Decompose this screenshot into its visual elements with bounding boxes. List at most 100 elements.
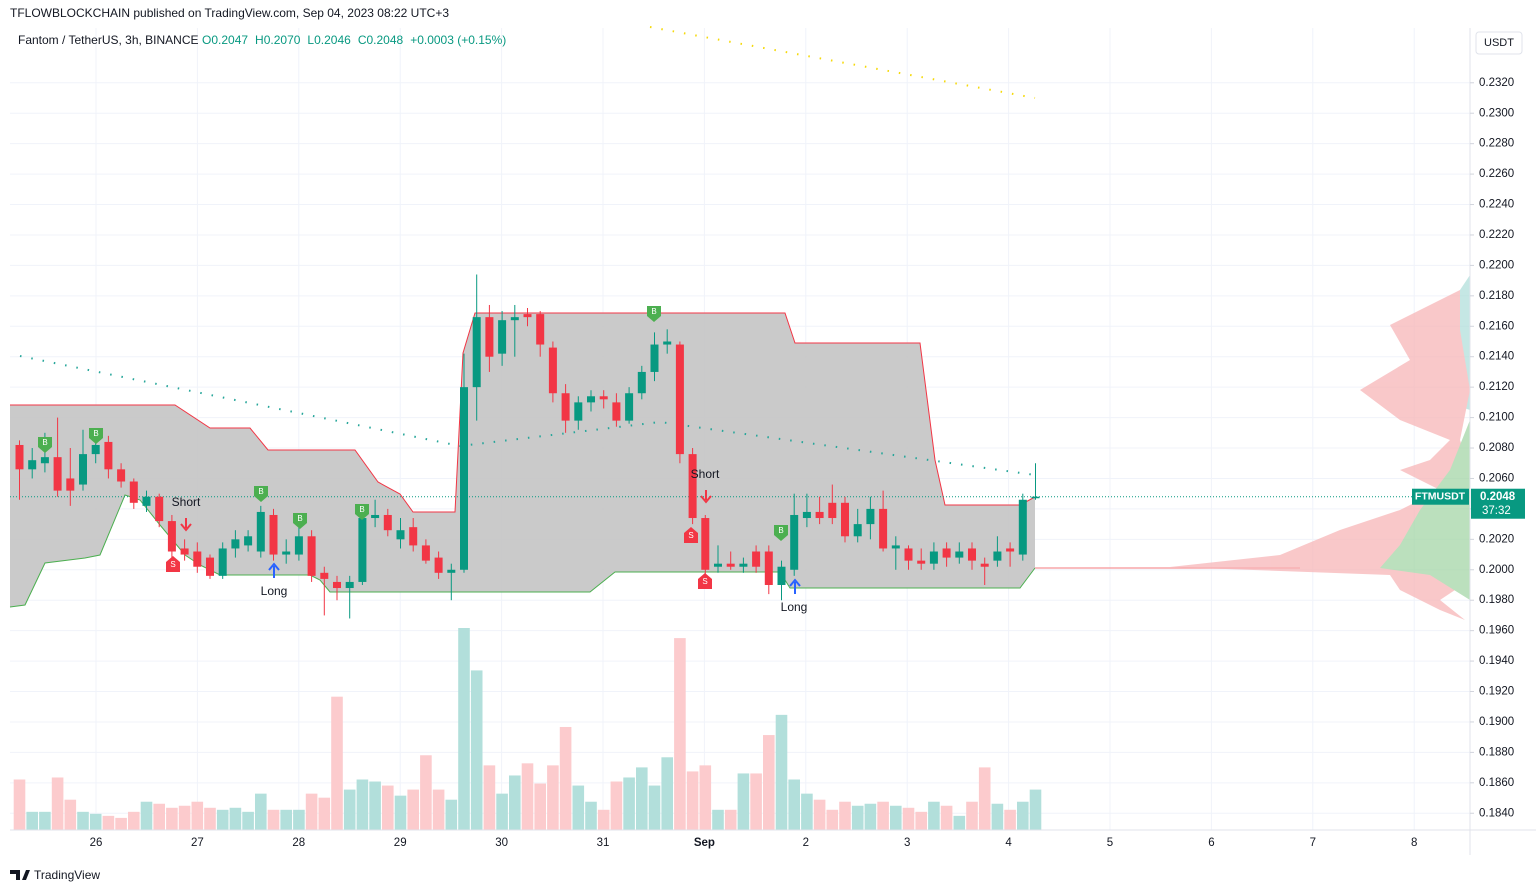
candle-body (320, 572, 329, 579)
volume-bar (369, 781, 381, 830)
candle-body (155, 496, 164, 522)
volume-bar (458, 628, 470, 830)
y-tick-label: 0.1880 (1479, 746, 1514, 758)
y-tick-label: 0.1980 (1479, 594, 1514, 606)
volume-bar (902, 807, 915, 830)
candle-body (752, 551, 761, 567)
candle-body (434, 557, 443, 573)
channel-upper (10, 312, 1036, 513)
currency-box[interactable] (1475, 31, 1523, 55)
volume-bar (915, 811, 927, 830)
volume-bar (242, 811, 254, 830)
volume-bar (610, 781, 623, 830)
volume-bar (991, 803, 1004, 830)
candle-body (498, 320, 507, 354)
candle-body (612, 402, 621, 421)
x-tick-label: 7 (1310, 837, 1316, 849)
candle-body (802, 511, 811, 519)
volume-bar (115, 817, 127, 830)
axes: 0.2320 0.2300 0.2280 0.2260 0.2240 0.2220 0.22… (90, 77, 1515, 849)
y-tick-label: 0.2020 (1479, 533, 1514, 545)
volume-bar (13, 779, 26, 830)
candle-body (294, 536, 303, 555)
candle-body (206, 557, 214, 576)
buy-label: B (93, 429, 98, 438)
y-tick-label: 0.2180 (1479, 290, 1514, 302)
candle-body (396, 530, 405, 540)
volume-bar (1029, 789, 1042, 830)
y-tick-label: 0.1840 (1479, 807, 1514, 819)
volume-bar (331, 696, 343, 830)
currency[interactable]: USDT (1484, 37, 1514, 49)
candle-body (472, 317, 481, 388)
y-tick-label: 0.1920 (1479, 686, 1514, 698)
volume-bar (750, 773, 762, 830)
volume-bar (724, 809, 737, 830)
candle-body (523, 314, 532, 318)
ohlc-value: L0.2046 (307, 33, 351, 47)
volume-bar (877, 801, 889, 830)
volume-bar (407, 789, 419, 830)
candle-body (66, 478, 75, 491)
x-tick-label: 3 (904, 837, 910, 849)
long-label: Long (261, 584, 288, 598)
candle-body (587, 396, 595, 403)
candle-body (625, 393, 634, 421)
volume-bar (890, 805, 902, 830)
brand-logo (10, 870, 30, 880)
candle-body (929, 551, 938, 564)
volume-bar (1004, 809, 1016, 830)
candle-body (79, 454, 87, 485)
candle-body (117, 469, 126, 482)
trend-dots-teal (19, 355, 1036, 476)
long-arrow (268, 562, 280, 578)
volume-bar (839, 801, 851, 830)
volume-bar (737, 773, 750, 830)
candle-body (561, 393, 570, 421)
countdown: 37:32 (1482, 505, 1511, 517)
candle-body (244, 536, 253, 546)
volume-bar (166, 807, 178, 830)
x-tick-label: 8 (1411, 837, 1417, 849)
volume-bar (712, 809, 724, 830)
candle-body (739, 563, 748, 567)
volume-bar (255, 793, 267, 830)
volume-bar (420, 755, 432, 830)
buy-marker: B (774, 525, 788, 541)
price-box (1471, 488, 1525, 519)
short-label: Short (691, 467, 720, 481)
volume-bar (496, 793, 508, 830)
volume-bar (356, 779, 369, 830)
change: +0.0003 (+0.15%) (410, 33, 506, 47)
candle-body (574, 402, 583, 421)
candle-body (460, 387, 468, 570)
y-tick-label: 0.1860 (1479, 777, 1514, 789)
sell-label: S (170, 560, 175, 569)
volume-bar (572, 785, 585, 830)
candle-body (269, 514, 278, 555)
candle-body (917, 560, 926, 564)
volume-bar (343, 789, 356, 830)
candle-body (548, 347, 557, 394)
x-tick-label: 2 (803, 837, 809, 849)
x-tick-label: 31 (597, 837, 610, 849)
candle-body (879, 508, 888, 549)
candles (15, 274, 1040, 619)
volume-bar (64, 799, 77, 830)
candle-body (345, 581, 354, 589)
volume-bar (394, 795, 407, 830)
signals: B B B B B B B S S S Short Short Long Lon… (38, 306, 807, 614)
volume-bar (140, 801, 153, 830)
candle-body (193, 551, 202, 567)
volume-bar (928, 801, 940, 830)
sell-marker: S (166, 556, 180, 572)
y-tick-label: 0.2140 (1479, 351, 1514, 363)
ohlc-value: C0.2048 (358, 33, 404, 47)
buy-label: B (359, 505, 364, 514)
candle-body (904, 548, 913, 561)
sell-marker: S (684, 527, 698, 543)
volume-bar (153, 803, 165, 830)
trend-dots-yellow (649, 26, 1036, 99)
y-tick-label: 0.2280 (1479, 138, 1514, 150)
volume-bar (102, 815, 115, 830)
